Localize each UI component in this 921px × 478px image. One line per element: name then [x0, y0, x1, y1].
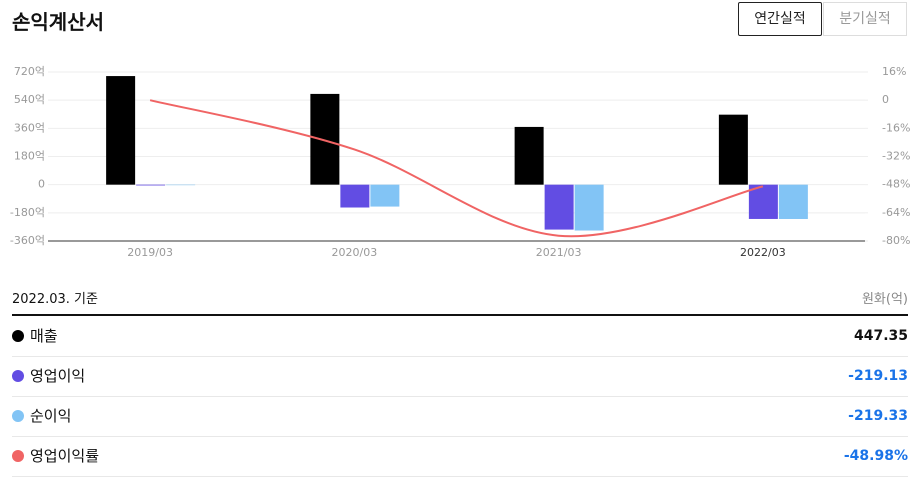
- legend-dot: [12, 410, 24, 422]
- annual-tab[interactable]: 연간실적: [738, 2, 822, 36]
- bar: [136, 184, 166, 186]
- y-tick-label: 540억: [14, 93, 45, 106]
- row-value: -219.13: [848, 368, 908, 384]
- title: 손익계산서: [12, 10, 104, 34]
- x-tick-label: 2022/03: [740, 246, 786, 259]
- y-tick-label: 720억: [14, 65, 45, 78]
- y-tick-label: -180억: [10, 206, 45, 219]
- bar: [778, 184, 808, 219]
- bar: [310, 93, 340, 185]
- y-tick-label: 360억: [14, 121, 45, 134]
- y2-tick-label: -16%: [882, 121, 910, 134]
- y-tick-label: 0: [38, 178, 45, 191]
- row-value: -219.33: [848, 408, 908, 424]
- y2-tick-label: -64%: [882, 206, 910, 219]
- row-label: 매출: [30, 327, 58, 345]
- row-value: -48.98%: [843, 448, 908, 464]
- row-value: 447.35: [853, 328, 908, 344]
- basis: 2022.03. 기준: [12, 292, 98, 307]
- y2-tick-label: -48%: [882, 178, 910, 191]
- divider: [12, 314, 908, 316]
- quarterly-tab[interactable]: 분기실적: [823, 2, 907, 36]
- x-tick-label: 2021/03: [536, 246, 582, 259]
- bar: [166, 184, 196, 186]
- bar: [718, 114, 748, 185]
- bar: [748, 184, 778, 219]
- table-row: 영업이익률 -48.98%: [12, 436, 908, 477]
- bar: [544, 184, 574, 230]
- unit: 원화(억): [861, 292, 908, 307]
- bar: [340, 184, 370, 208]
- table-row: 영업이익 -219.13: [12, 356, 908, 397]
- y2-tick-label: -80%: [882, 234, 910, 247]
- row-label: 영업이익률: [30, 447, 100, 465]
- y2-tick-label: 16%: [882, 65, 906, 78]
- table-row: 매출 447.35: [12, 316, 908, 357]
- legend-dot: [12, 450, 24, 462]
- y2-tick-label: 0: [882, 93, 889, 106]
- x-tick-label: 2019/03: [127, 246, 173, 259]
- table-row: 순이익 -219.33: [12, 396, 908, 437]
- x-tick-label: 2020/03: [332, 246, 378, 259]
- row-label: 순이익: [30, 407, 72, 425]
- bar: [574, 184, 604, 231]
- y-tick-label: -360억: [10, 234, 45, 247]
- bar: [514, 126, 544, 185]
- line: [149, 99, 764, 238]
- bar: [370, 184, 400, 207]
- row-label: 영업이익: [30, 367, 86, 385]
- y-tick-label: 180억: [14, 150, 45, 163]
- chart: -360억 -180억 0 180억 360억 540억 720억 -80% -64% -48% -…: [10, 65, 911, 259]
- legend-dot: [12, 370, 24, 382]
- legend-dot: [12, 330, 24, 342]
- y2-tick-label: -32%: [882, 150, 910, 163]
- bar: [106, 76, 136, 185]
